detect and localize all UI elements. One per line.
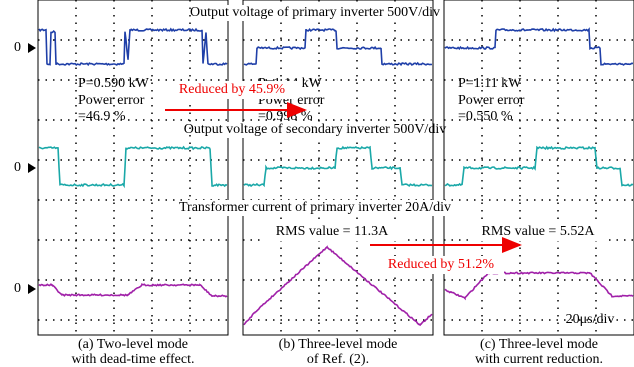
power-value: P=0.590 kW — [78, 76, 150, 91]
zero-arrow — [28, 43, 36, 53]
power-error-value: =0.998 % — [258, 109, 313, 124]
panel-frame — [243, 0, 433, 335]
caption: (a) Two-level mode — [78, 337, 188, 352]
zero-arrow — [28, 163, 36, 173]
caption: with dead-time effect. — [72, 352, 195, 367]
zero-arrow — [28, 284, 36, 294]
time-scale: 20μs/div — [566, 312, 615, 327]
secondary-title: Output voltage of secondary inverter 500… — [184, 122, 446, 137]
caption: with current reduction. — [475, 352, 603, 367]
zero-label: 0 — [14, 160, 21, 175]
power-reduction: Reduced by 45.9% — [179, 82, 285, 97]
power-error-value: =0.550 % — [458, 109, 513, 124]
figure: Output voltage of primary inverter 500V/… — [0, 0, 634, 367]
rms-value: RMS value = 11.3A — [276, 224, 389, 239]
power-error-value: =46.9 % — [78, 109, 126, 124]
zero-label: 0 — [14, 40, 21, 55]
power-value: P=1.11 kW — [458, 76, 522, 91]
caption: of Ref. (2). — [307, 352, 369, 367]
current-title: Transformer current of primary inverter … — [179, 200, 451, 215]
rms-value: RMS value = 5.52A — [482, 224, 596, 239]
power-error-label: Power error — [458, 93, 525, 108]
caption: (b) Three-level mode — [279, 337, 398, 352]
primary-title: Output voltage of primary inverter 500V/… — [190, 5, 440, 20]
current-reduction: Reduced by 51.2% — [388, 257, 494, 272]
power-error-label: Power error — [78, 93, 145, 108]
caption: (c) Three-level mode — [480, 337, 598, 352]
zero-label: 0 — [14, 281, 21, 296]
